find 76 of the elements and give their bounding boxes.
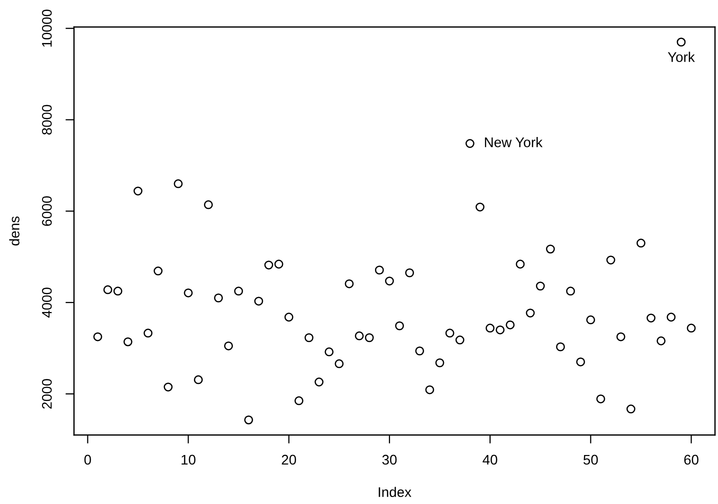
point (374, 266, 384, 275)
point (194, 375, 203, 384)
point (304, 333, 314, 342)
x-tick-label: 60 (684, 454, 698, 465)
x-axis-title: Index (378, 486, 412, 498)
point (364, 333, 374, 342)
point (445, 328, 454, 338)
point (686, 324, 696, 333)
point (596, 394, 606, 404)
point (666, 312, 676, 322)
point (284, 312, 294, 322)
point (486, 324, 495, 333)
point (334, 359, 344, 368)
point (656, 336, 666, 346)
point (435, 358, 444, 368)
point (616, 332, 626, 342)
point (344, 279, 354, 288)
point (234, 286, 244, 296)
point (395, 321, 404, 330)
y-tick-label: 2000 (42, 378, 52, 409)
point (646, 314, 656, 322)
point (154, 266, 163, 276)
point (636, 238, 646, 248)
y-axis-title: dens (9, 216, 20, 246)
point (204, 200, 213, 210)
y-tick-label: 8000 (42, 104, 52, 135)
point (536, 282, 545, 290)
point (164, 382, 173, 392)
annotation: York (668, 52, 695, 62)
point (254, 296, 264, 306)
point (606, 256, 616, 264)
point (556, 342, 565, 352)
point (385, 276, 394, 286)
point (224, 341, 233, 350)
point (455, 336, 464, 344)
point (184, 288, 193, 298)
point (466, 139, 474, 148)
point (123, 337, 132, 346)
x-tick-label: 50 (583, 454, 598, 465)
x-tick-label: 10 (182, 454, 196, 465)
point (626, 404, 636, 414)
x-tick-label: 30 (382, 454, 397, 465)
point (405, 268, 414, 278)
point (294, 396, 304, 406)
point (264, 260, 274, 270)
point (546, 244, 555, 254)
point (566, 286, 575, 296)
y-tick-label: 10000 (42, 10, 52, 47)
point (425, 385, 434, 394)
x-tick-label: 0 (84, 454, 91, 465)
point (576, 357, 586, 366)
x-tick-label: 40 (482, 454, 498, 465)
point (214, 293, 223, 302)
point (516, 260, 525, 269)
point (506, 320, 515, 330)
point (586, 315, 596, 324)
point (244, 415, 254, 424)
point (144, 328, 152, 338)
y-tick-label: 6000 (42, 196, 52, 226)
point (354, 331, 364, 340)
point (314, 378, 324, 386)
point (415, 346, 424, 356)
point (113, 286, 122, 296)
point (496, 325, 505, 334)
point (324, 347, 334, 356)
point (526, 308, 535, 318)
point (476, 202, 484, 212)
point (676, 38, 686, 47)
annotation: New York (484, 137, 543, 148)
point (174, 179, 183, 188)
y-tick-label: 4000 (42, 288, 52, 318)
point (134, 186, 142, 196)
point (93, 332, 102, 342)
x-tick-label: 20 (282, 454, 296, 465)
point (274, 260, 284, 269)
point (103, 285, 112, 294)
